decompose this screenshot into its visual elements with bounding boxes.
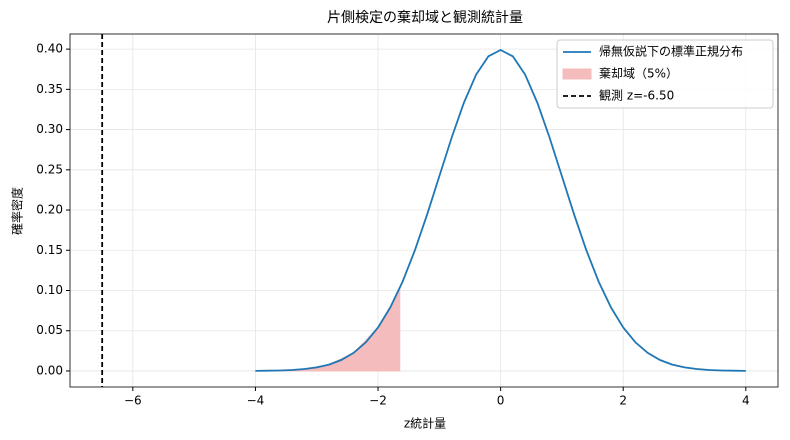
x-axis-label: z統計量	[404, 416, 446, 431]
x-tick-label: 0	[497, 394, 505, 408]
plot-frame	[69, 33, 779, 388]
y-tick-label: 0.20	[36, 203, 63, 217]
legend-swatch	[562, 68, 592, 80]
legend-label: 観測 z=-6.50	[599, 89, 674, 103]
line	[255, 48, 746, 372]
y-tick-label: 0.15	[36, 243, 63, 257]
legend-box	[556, 39, 774, 109]
y-tick-label: 0.00	[36, 363, 63, 377]
x-tick-label: −4	[247, 394, 265, 408]
x-tick-label: −2	[369, 394, 387, 408]
y-axis-label: 確率密度	[10, 187, 25, 235]
y-tick-label: 0.40	[36, 42, 63, 56]
y-tick-label: 0.10	[36, 283, 63, 297]
chart-title: 片側検定の棄却域と観測統計量	[327, 9, 523, 26]
legend-label: 帰無仮説下の標準正規分布	[599, 44, 743, 59]
y-tick-label: 0.25	[36, 162, 63, 176]
x-tick-label: 2	[619, 394, 627, 408]
y-tick-label: 0.35	[36, 82, 63, 96]
y-tick-label: 0.30	[36, 122, 63, 136]
legend-label: 棄却域（5%）	[599, 66, 678, 81]
x-tick-label: 4	[742, 394, 750, 408]
y-tick-label: 0.05	[36, 323, 63, 337]
x-tick-label: −6	[124, 394, 142, 408]
